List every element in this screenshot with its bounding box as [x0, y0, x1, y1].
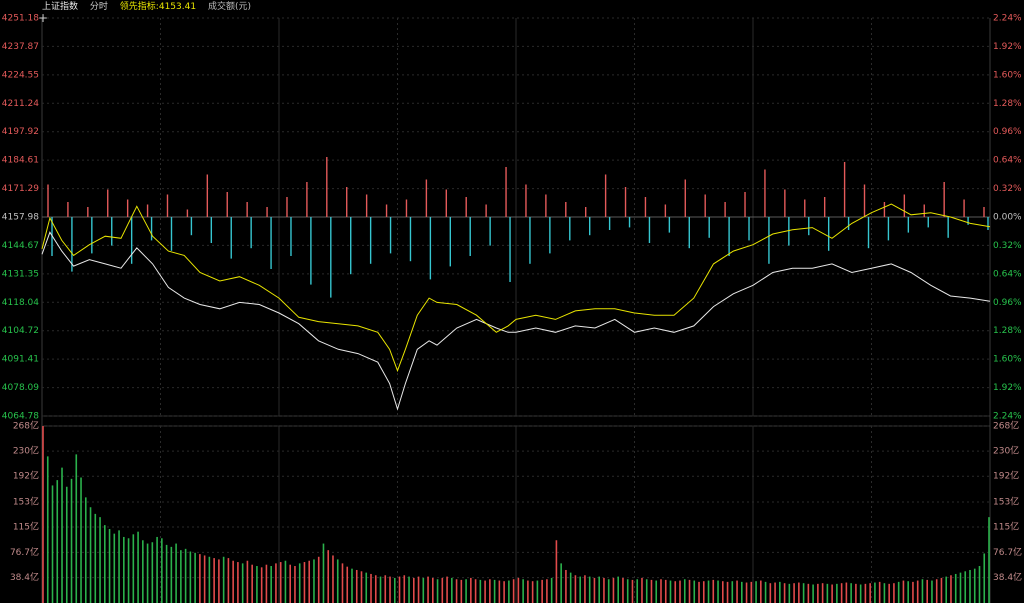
price-tick-label: 4078.09	[2, 383, 39, 393]
price-tick-label: 4224.55	[2, 70, 39, 80]
volume-tick-label-right: 76.7亿	[993, 546, 1022, 558]
pct-tick-label: 1.92%	[993, 42, 1022, 52]
pct-tick-label: 0.64%	[993, 156, 1022, 166]
volume-tick-label-right: 230亿	[993, 445, 1019, 457]
volume-tick-label: 115亿	[13, 521, 39, 533]
volume-tick-label: 230亿	[13, 445, 39, 457]
price-tick-label: 4064.78	[2, 412, 39, 422]
price-tick-label: 4157.98	[2, 213, 39, 223]
price-tick-label: 4184.61	[2, 156, 39, 166]
index-name[interactable]: 上证指数	[42, 2, 79, 12]
price-tick-label: 4171.29	[2, 184, 39, 194]
price-tick-label: 4091.41	[2, 355, 39, 365]
pct-tick-label: 1.60%	[993, 355, 1022, 365]
volume-tick-label-right: 38.4亿	[993, 571, 1022, 583]
leading-indicator-value: 4153.41	[158, 2, 197, 12]
volume-tick-label-right: 268亿	[993, 420, 1019, 432]
volume-tick-label-right: 115亿	[993, 521, 1019, 533]
pct-tick-label: 1.92%	[993, 383, 1022, 393]
pct-tick-label: 0.32%	[993, 241, 1022, 251]
price-tick-label: 4104.72	[2, 326, 39, 336]
volume-tick-label-right: 192亿	[993, 470, 1019, 482]
price-tick-label: 4197.92	[2, 127, 39, 137]
volume-tick-label: 76.7亿	[10, 546, 39, 558]
volume-tick-label: 268亿	[13, 420, 39, 432]
pct-tick-label: 1.28%	[993, 326, 1022, 336]
volume-tick-label: 38.4亿	[10, 571, 39, 583]
crosshair-cursor-icon: +	[38, 11, 49, 25]
leading-indicator-label: 领先指标	[119, 2, 156, 12]
pct-tick-label: 0.00%	[993, 213, 1022, 223]
index-price-line	[41, 231, 991, 411]
volume-tick-label: 192亿	[13, 470, 39, 482]
price-tick-label: 4131.35	[2, 269, 39, 279]
pct-tick-label: 2.24%	[993, 14, 1022, 24]
pct-tick-label: 2.24%	[993, 412, 1022, 422]
pct-tick-label: 0.96%	[993, 127, 1022, 137]
pct-tick-label: 0.32%	[993, 184, 1022, 194]
chart-header: 上证指数 分时 领先指标:4153.41 成交额(元)	[42, 0, 260, 14]
pct-tick-label: 1.60%	[993, 70, 1022, 80]
price-tick-label: 4118.04	[2, 298, 39, 308]
price-tick-label: 4237.87	[2, 42, 39, 52]
pct-tick-label: 0.96%	[993, 298, 1022, 308]
leading-indicator-line	[41, 203, 991, 373]
timeframe-label[interactable]: 分时	[89, 2, 108, 12]
leading-indicator-readout: 领先指标:4153.41	[119, 2, 197, 12]
pct-tick-label: 1.28%	[993, 99, 1022, 109]
amount-label: 成交额(元)	[207, 2, 251, 12]
price-tick-label: 4211.24	[2, 99, 39, 109]
volume-tick-label: 153亿	[13, 495, 39, 507]
price-tick-label: 4144.67	[2, 241, 39, 251]
volume-tick-label-right: 153亿	[993, 495, 1019, 507]
price-tick-label: 4251.18	[2, 14, 39, 24]
pct-tick-label: 0.64%	[993, 269, 1022, 279]
